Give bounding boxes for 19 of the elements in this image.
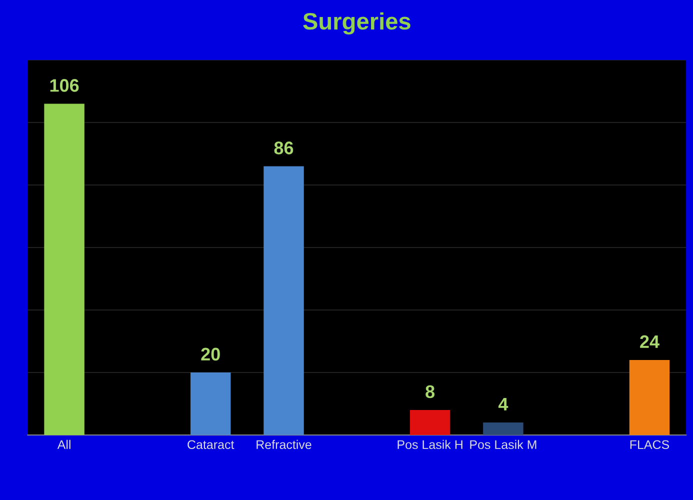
bar [629,360,670,435]
bar [44,104,84,435]
data-label: 20 [201,348,220,361]
bar [410,410,450,435]
x-tick-label: Cataract [188,440,234,450]
x-tick-label: Refractive [256,440,312,450]
data-label: 4 [498,398,508,410]
data-label: 8 [426,385,435,398]
data-label: 24 [640,335,660,348]
x-tick-label: Pos Lasik M [470,440,536,450]
bar [190,372,231,435]
chart-title: Surgeries [303,12,410,34]
data-label: 106 [50,79,79,92]
data-label: 86 [274,142,294,154]
x-tick-label: Pos Lasik H [398,440,462,450]
bar [483,422,524,435]
x-tick-label: All [57,440,70,449]
x-tick-label: FLACS [630,440,670,450]
bar [264,166,304,435]
